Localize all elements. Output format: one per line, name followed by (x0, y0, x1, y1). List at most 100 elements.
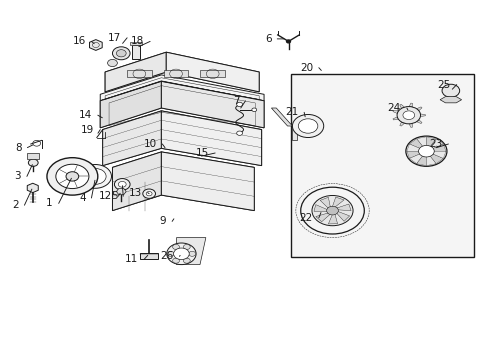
Polygon shape (426, 156, 435, 166)
Circle shape (292, 114, 323, 138)
Polygon shape (200, 70, 224, 77)
Polygon shape (392, 111, 398, 113)
Polygon shape (392, 117, 398, 120)
Text: 5: 5 (110, 191, 117, 201)
Circle shape (56, 164, 89, 189)
Polygon shape (100, 81, 161, 128)
Circle shape (116, 50, 126, 57)
Polygon shape (313, 205, 328, 212)
Text: 21: 21 (285, 107, 298, 117)
Polygon shape (399, 104, 404, 108)
Polygon shape (112, 152, 161, 211)
Polygon shape (102, 111, 161, 166)
Circle shape (172, 244, 179, 249)
Text: 19: 19 (81, 125, 94, 135)
Circle shape (418, 145, 433, 157)
Text: 9: 9 (159, 216, 166, 226)
Polygon shape (105, 52, 259, 92)
Polygon shape (320, 197, 330, 209)
Polygon shape (432, 151, 445, 158)
Circle shape (173, 248, 189, 260)
Circle shape (167, 251, 174, 256)
Circle shape (107, 59, 117, 67)
Circle shape (405, 136, 446, 166)
Text: 22: 22 (299, 213, 312, 223)
Polygon shape (105, 52, 166, 92)
Bar (27, 153, 39, 159)
Circle shape (142, 189, 155, 198)
Circle shape (166, 243, 196, 265)
Text: 8: 8 (15, 143, 21, 153)
Circle shape (66, 172, 79, 181)
Polygon shape (439, 96, 461, 103)
Circle shape (311, 195, 352, 226)
Polygon shape (176, 238, 205, 265)
Polygon shape (328, 213, 337, 224)
Polygon shape (102, 111, 261, 166)
Polygon shape (399, 122, 404, 126)
Circle shape (441, 84, 459, 97)
Polygon shape (161, 152, 254, 211)
Text: 11: 11 (125, 254, 138, 264)
Polygon shape (420, 114, 425, 117)
Text: 16: 16 (72, 36, 85, 46)
Text: 20: 20 (299, 63, 312, 73)
Circle shape (251, 108, 256, 112)
Text: 10: 10 (143, 139, 156, 149)
Polygon shape (429, 139, 443, 148)
Polygon shape (112, 152, 254, 211)
Text: 3: 3 (14, 171, 21, 181)
Polygon shape (406, 151, 419, 158)
Circle shape (300, 187, 364, 234)
Polygon shape (408, 123, 412, 127)
Circle shape (172, 258, 179, 263)
Circle shape (114, 179, 130, 190)
Bar (130, 42, 142, 45)
Text: 23: 23 (428, 139, 442, 149)
Circle shape (146, 192, 152, 196)
Polygon shape (292, 126, 297, 140)
Polygon shape (161, 81, 264, 128)
Text: 1: 1 (46, 198, 53, 208)
Polygon shape (27, 183, 38, 193)
Text: 17: 17 (108, 33, 121, 43)
Polygon shape (426, 137, 435, 146)
Circle shape (79, 165, 111, 188)
Bar (131, 45, 140, 59)
Text: 12: 12 (99, 191, 112, 201)
Circle shape (47, 158, 98, 195)
Circle shape (298, 119, 317, 133)
Circle shape (183, 244, 190, 249)
Text: 18: 18 (131, 36, 144, 46)
Text: 7: 7 (232, 96, 239, 106)
Polygon shape (408, 103, 412, 107)
Text: 15: 15 (196, 148, 209, 158)
Text: 14: 14 (79, 110, 92, 120)
Polygon shape (406, 144, 419, 151)
Polygon shape (432, 144, 445, 151)
Polygon shape (416, 107, 421, 111)
Circle shape (402, 111, 414, 120)
Text: 2: 2 (12, 200, 19, 210)
Text: 13: 13 (128, 188, 142, 198)
Polygon shape (315, 212, 330, 222)
Polygon shape (416, 156, 426, 166)
Bar (290, 74, 473, 257)
Circle shape (396, 107, 420, 124)
Text: 25: 25 (437, 80, 450, 90)
Bar (140, 253, 158, 259)
Circle shape (236, 131, 242, 135)
Polygon shape (100, 81, 264, 128)
Polygon shape (100, 75, 264, 101)
Circle shape (183, 258, 190, 263)
Text: 26: 26 (160, 251, 173, 261)
Text: 24: 24 (387, 103, 400, 113)
Polygon shape (161, 111, 261, 166)
Polygon shape (89, 40, 102, 50)
Circle shape (84, 168, 106, 184)
Circle shape (188, 251, 195, 256)
Circle shape (112, 47, 130, 60)
Circle shape (236, 102, 242, 107)
Polygon shape (408, 154, 422, 164)
Polygon shape (127, 70, 151, 77)
